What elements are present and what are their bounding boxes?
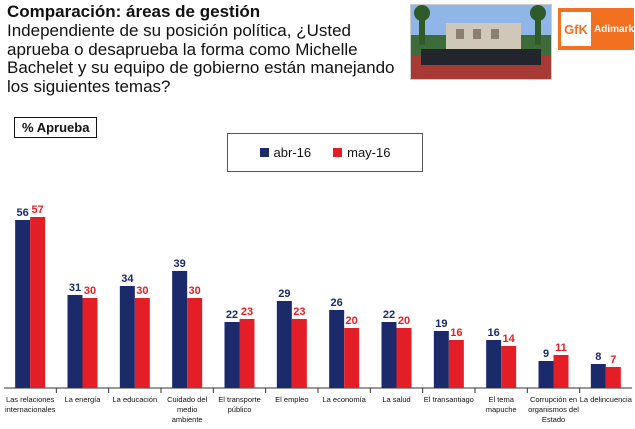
bar-1 (15, 220, 31, 388)
legend-swatch-series-2 (333, 148, 343, 157)
data-label-1: 9 (543, 348, 549, 360)
category-label: ambiente (172, 415, 203, 424)
category-label: Corrupción en (530, 395, 577, 404)
category-label: El transantiago (424, 395, 474, 404)
data-label-2: 30 (84, 285, 96, 297)
bar-1 (433, 331, 449, 388)
data-label-2: 7 (610, 354, 616, 366)
bar-2 (187, 298, 203, 388)
bar-2 (30, 217, 46, 388)
bar-2 (134, 298, 150, 388)
bar-1 (486, 340, 502, 388)
category-label: internacionales (5, 405, 56, 414)
bar-1 (538, 361, 554, 388)
bar-2 (501, 346, 517, 388)
category-label: La energía (65, 395, 102, 404)
category-label: mapuche (486, 405, 517, 414)
data-label-1: 29 (278, 288, 290, 300)
category-label: La salud (382, 395, 410, 404)
data-label-1: 34 (121, 273, 134, 285)
category-label: medio (177, 405, 197, 414)
bar-1 (590, 364, 606, 388)
data-label-1: 39 (174, 258, 186, 270)
bar-2 (605, 367, 621, 388)
category-label: La delincuencia (580, 395, 633, 404)
legend-swatch-series-1 (259, 148, 269, 157)
data-label-1: 16 (488, 327, 500, 339)
cabinet-photo (410, 4, 552, 80)
category-label: Estado (542, 415, 565, 424)
category-label: El transporte (218, 395, 261, 404)
data-label-1: 26 (331, 297, 343, 309)
category-label: El empleo (275, 395, 308, 404)
legend-item-series-1: abr-16 (259, 145, 312, 160)
category-label: El tema (488, 395, 514, 404)
data-label-1: 56 (17, 207, 29, 219)
metric-badge: % Aprueba (14, 117, 98, 138)
data-label-1: 8 (595, 351, 601, 363)
data-label-2: 23 (241, 306, 253, 318)
data-label-1: 22 (383, 309, 395, 321)
data-label-2: 30 (189, 285, 201, 297)
bar-1 (172, 271, 188, 388)
data-label-2: 20 (398, 315, 410, 327)
data-label-1: 31 (69, 282, 81, 294)
bar-1 (381, 322, 397, 388)
page-title: Comparación: áreas de gestión (7, 2, 261, 21)
chart-legend: abr-16 may-16 (227, 133, 423, 172)
data-label-2: 30 (136, 285, 148, 297)
category-label: Las relaciones (6, 395, 55, 404)
data-label-1: 22 (226, 309, 238, 321)
legend-label-series-2: may-16 (347, 145, 391, 160)
gfk-adimark-logo: GfK Adimark (558, 8, 634, 50)
bar-1 (224, 322, 240, 388)
logo-text: Adimark (593, 23, 634, 35)
survey-question: Independiente de su posición política, ¿… (7, 21, 395, 96)
bar-2 (553, 355, 569, 388)
bar-1 (276, 301, 292, 388)
data-label-2: 20 (346, 315, 358, 327)
category-label: organismos del (528, 405, 579, 414)
bar-2 (448, 340, 464, 388)
category-label: La economía (322, 395, 366, 404)
bar-1 (329, 310, 345, 388)
bar-2 (396, 328, 412, 388)
data-label-2: 16 (450, 327, 462, 339)
data-label-2: 57 (32, 204, 44, 216)
gfk-logo-mark: GfK (561, 12, 591, 46)
bar-1 (67, 295, 83, 388)
category-label: público (228, 405, 252, 414)
bar-2 (82, 298, 98, 388)
data-label-2: 23 (293, 306, 305, 318)
data-label-2: 11 (555, 342, 567, 354)
category-label: La educación (113, 395, 158, 404)
data-label-1: 19 (435, 318, 447, 330)
bar-2 (239, 319, 255, 388)
legend-item-series-2: may-16 (333, 145, 390, 160)
category-label: Cuidado del (167, 395, 207, 404)
bar-2 (344, 328, 360, 388)
bar-2 (291, 319, 307, 388)
bar-1 (119, 286, 135, 388)
data-label-2: 14 (503, 333, 516, 345)
legend-label-series-1: abr-16 (273, 145, 312, 160)
